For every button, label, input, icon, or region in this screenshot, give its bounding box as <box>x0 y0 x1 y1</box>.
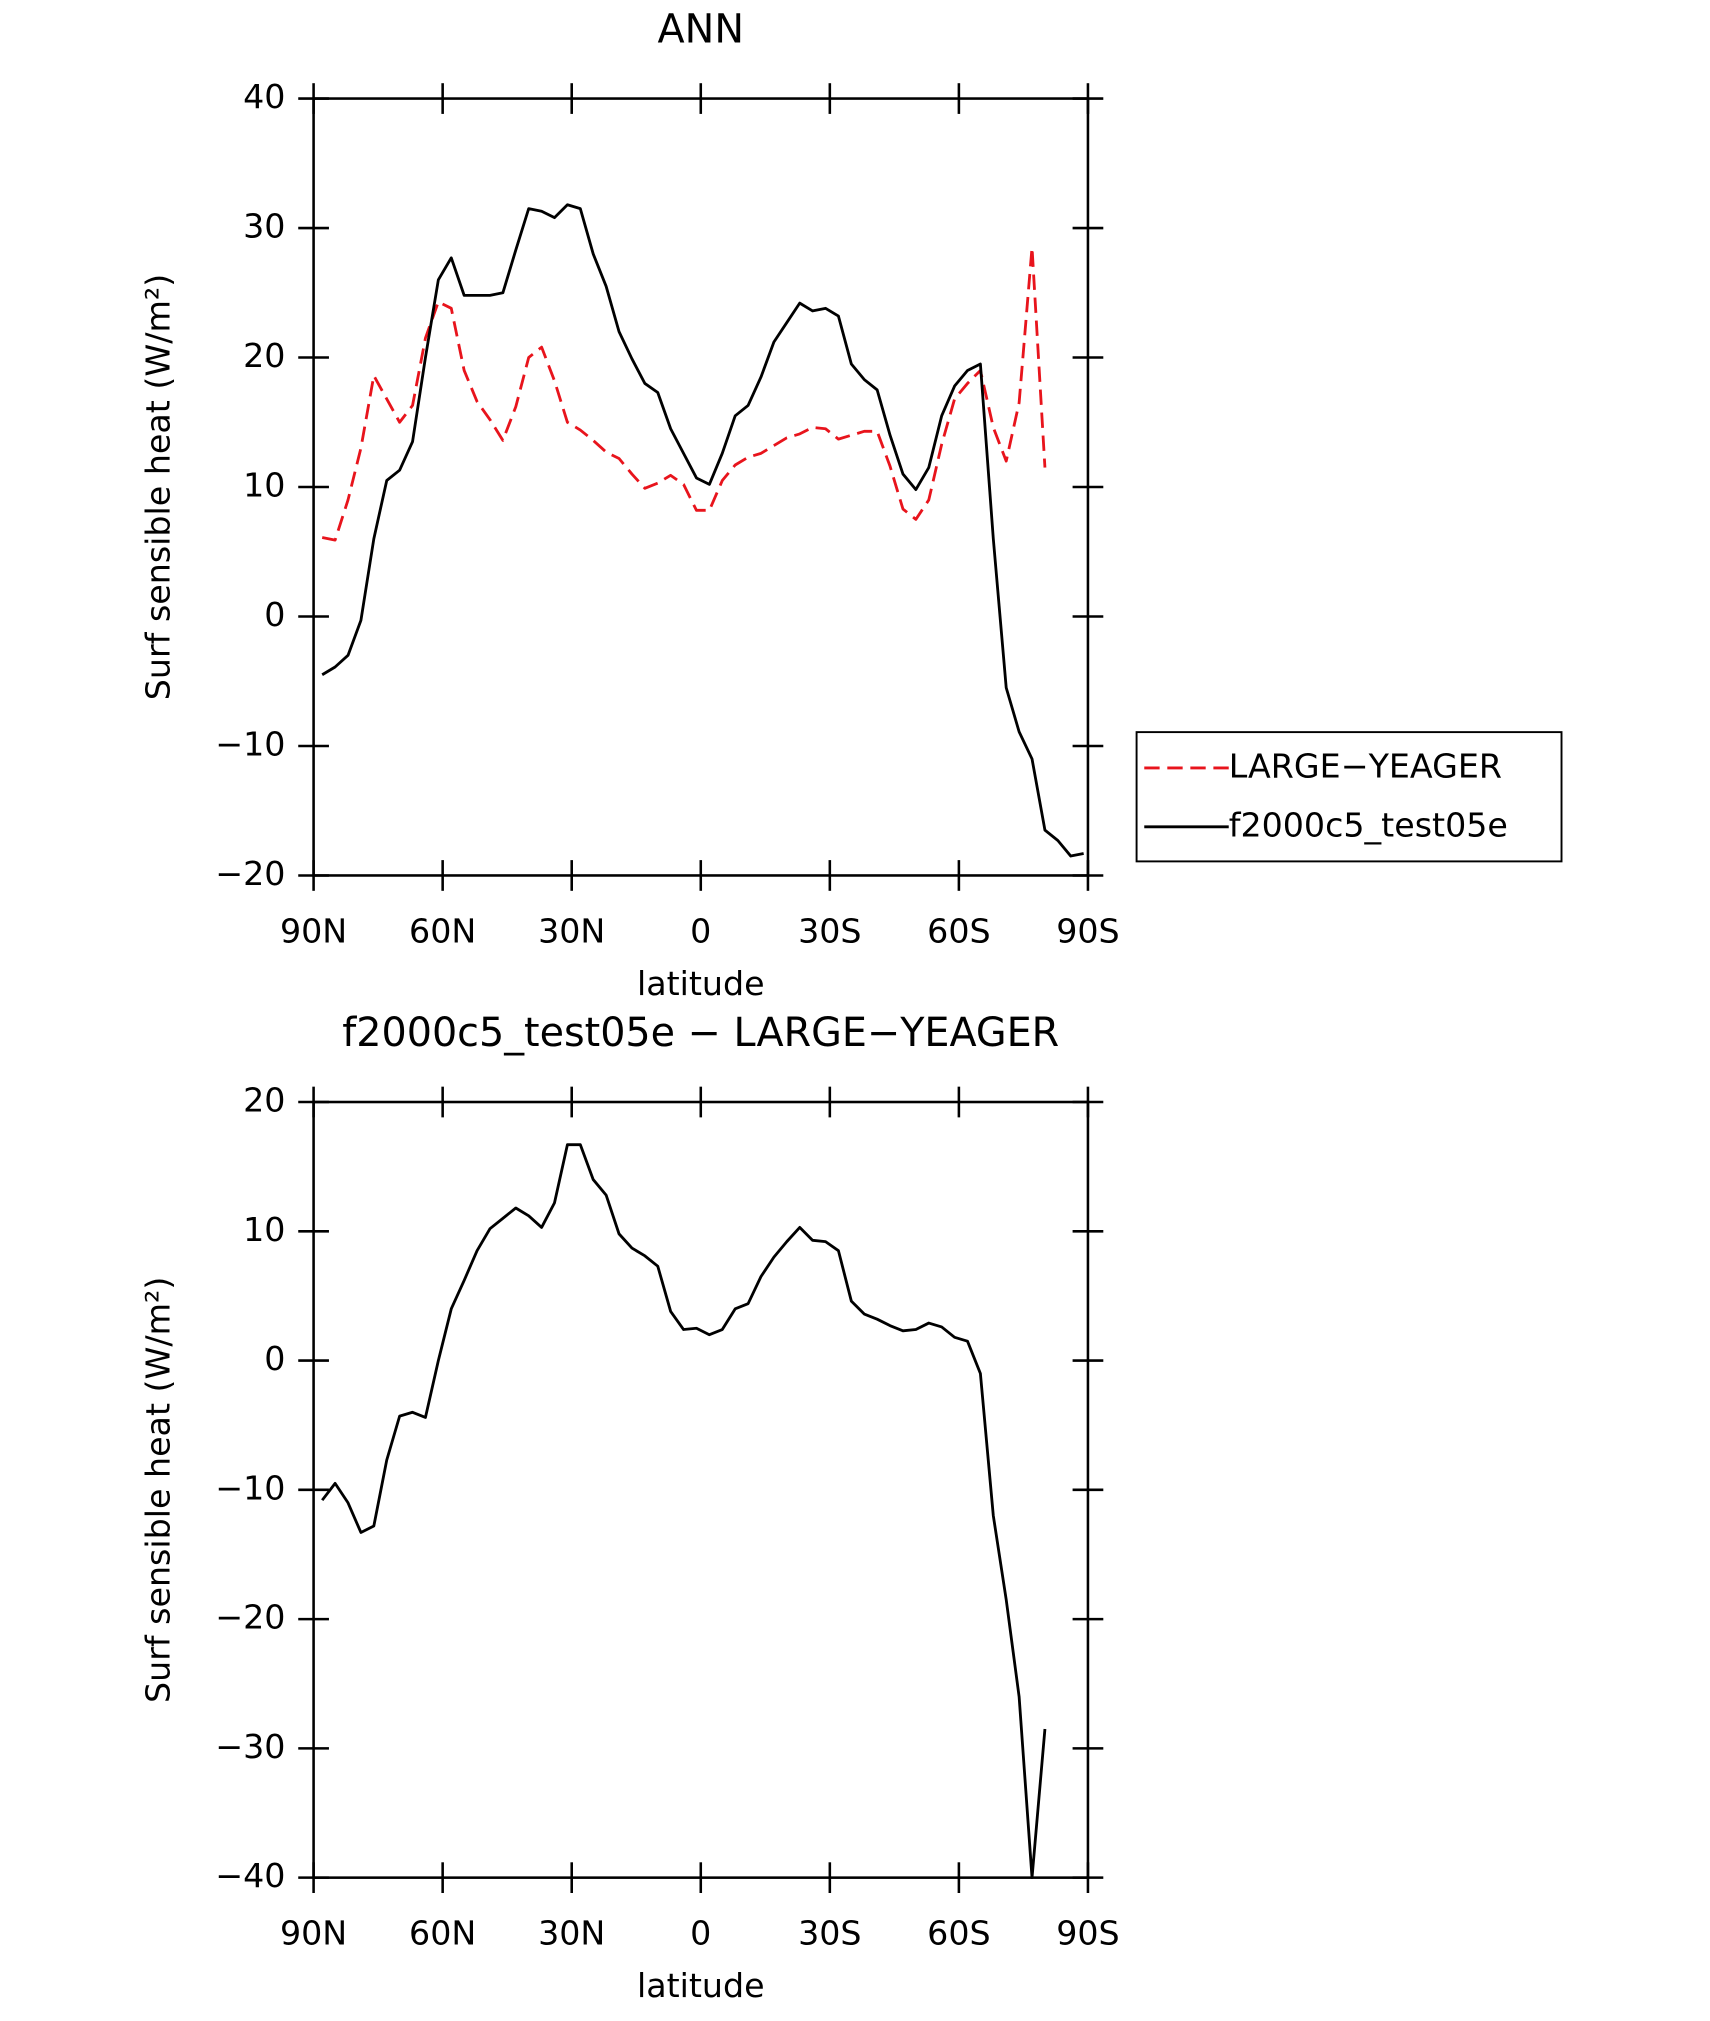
x-tick-label: 30S <box>798 912 861 951</box>
y-tick-label: −30 <box>215 1727 285 1766</box>
x-tick-label: 90S <box>1056 912 1119 951</box>
data-line <box>321 246 1047 542</box>
x-tick-label: 30N <box>538 1914 605 1953</box>
y-tick-label: 40 <box>243 77 285 116</box>
x-tick-label: 60S <box>927 912 990 951</box>
x-tick-label: 90N <box>280 1914 347 1953</box>
y-tick-label: −40 <box>215 1856 285 1895</box>
y-tick-label: 0 <box>264 595 285 634</box>
x-tick-label: 0 <box>690 1914 711 1953</box>
y-tick-label: 10 <box>243 1210 285 1249</box>
plot-frame <box>312 97 1090 877</box>
plot-frame <box>312 1100 1090 1879</box>
x-axis-title: latitude <box>637 964 765 1003</box>
x-tick-label: 60S <box>927 1914 990 1953</box>
legend-label: f2000c5_test05e <box>1229 805 1508 844</box>
chart-title: f2000c5_test05e − LARGE−YEAGER <box>342 1010 1059 1056</box>
data-line <box>321 1143 1047 1880</box>
y-tick-label: 10 <box>243 466 285 505</box>
data-line <box>321 203 1084 858</box>
y-tick-label: −20 <box>215 1598 285 1637</box>
legend-box <box>1135 731 1563 863</box>
x-tick-label: 60N <box>409 1914 476 1953</box>
x-tick-label: 30S <box>798 1914 861 1953</box>
y-tick-label: 20 <box>243 1081 285 1120</box>
x-tick-label: 90N <box>280 912 347 951</box>
y-axis-title: Surf sensible heat (W/m²) <box>139 274 178 700</box>
y-axis-title: Surf sensible heat (W/m²) <box>139 1277 178 1703</box>
y-tick-label: 30 <box>243 207 285 246</box>
x-tick-label: 30N <box>538 912 605 951</box>
x-axis-title: latitude <box>637 1966 765 2005</box>
y-tick-label: 20 <box>243 336 285 375</box>
x-tick-label: 0 <box>690 912 711 951</box>
x-tick-label: 90S <box>1056 1914 1119 1953</box>
chart-title: ANN <box>658 6 744 52</box>
legend-label: LARGE−YEAGER <box>1229 746 1502 785</box>
x-tick-label: 60N <box>409 912 476 951</box>
y-tick-label: −20 <box>215 854 285 893</box>
y-tick-label: −10 <box>215 1468 285 1507</box>
y-tick-label: −10 <box>215 724 285 763</box>
y-tick-label: 0 <box>264 1339 285 1378</box>
